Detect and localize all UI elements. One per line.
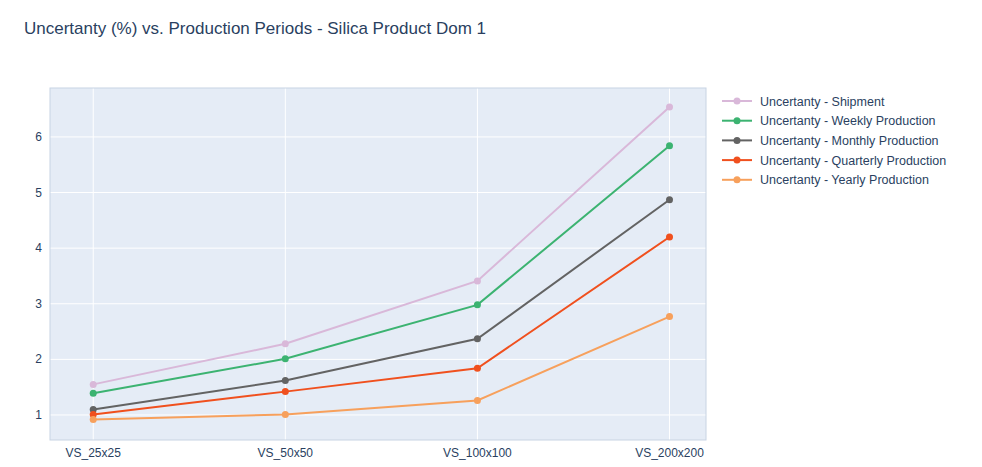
y-tick-label: 1 [35,408,42,422]
series-line [93,200,669,410]
legend-label: Uncertanty - Weekly Production [760,114,936,128]
y-tick-label: 6 [35,130,42,144]
x-grid-line [669,88,670,440]
series-marker [282,388,289,395]
series-marker [90,381,97,388]
x-tick-label: VS_50x50 [258,446,314,460]
x-grid-line [477,88,478,440]
y-grid-line [50,248,706,249]
y-grid-line [50,414,706,415]
legend-label: Uncertanty - Yearly Production [760,173,929,187]
series-marker [474,301,481,308]
legend-label: Uncertanty - Quarterly Production [760,154,946,168]
plot-frame [50,88,706,440]
y-tick-label: 3 [35,297,42,311]
series-marker [666,234,673,241]
series-line [93,237,669,414]
series-marker [90,390,97,397]
legend-label: Uncertanty - Monthly Production [760,134,939,148]
chart-svg: VS_25x25 VS_50x50 VS_100x100 VS_200x200 1 2 3 4… [0,0,982,467]
legend: Uncertanty - Shipment Uncertanty - Weekly… [722,95,946,188]
series-marker [90,416,97,423]
series-line [93,317,669,420]
series-line [93,146,669,393]
series-marker [666,196,673,203]
y-grid-line [50,303,706,304]
chart-title: Uncertanty (%) vs. Production Periods - … [24,19,486,38]
x-tick-label: VS_200x200 [635,446,704,460]
x-tick-label: VS_100x100 [443,446,512,460]
series-marker [474,365,481,372]
y-tick-label: 5 [35,186,42,200]
chart-container: VS_25x25 VS_50x50 VS_100x100 VS_200x200 1 2 3 4… [0,0,982,467]
y-grid-line [50,192,706,193]
legend-marker [734,157,741,164]
series-marker [666,142,673,149]
x-grid-line [285,88,286,440]
y-grid-line [50,136,706,137]
series-marker [282,411,289,418]
legend-marker [734,117,741,124]
series-marker [282,377,289,384]
series-group [90,103,673,423]
legend-marker [734,98,741,105]
series-marker [474,397,481,404]
x-tick-label: VS_25x25 [66,446,122,460]
series-marker [474,335,481,342]
series-line [93,107,669,384]
series-marker [666,313,673,320]
series-marker [666,103,673,110]
series-marker [474,277,481,284]
series-marker [282,355,289,362]
plot-background [50,88,706,440]
series-marker [282,340,289,347]
legend-label: Uncertanty - Shipment [760,95,885,109]
y-tick-label: 4 [35,241,42,255]
y-tick-label: 2 [35,352,42,366]
legend-marker [734,176,741,183]
legend-marker [734,137,741,144]
